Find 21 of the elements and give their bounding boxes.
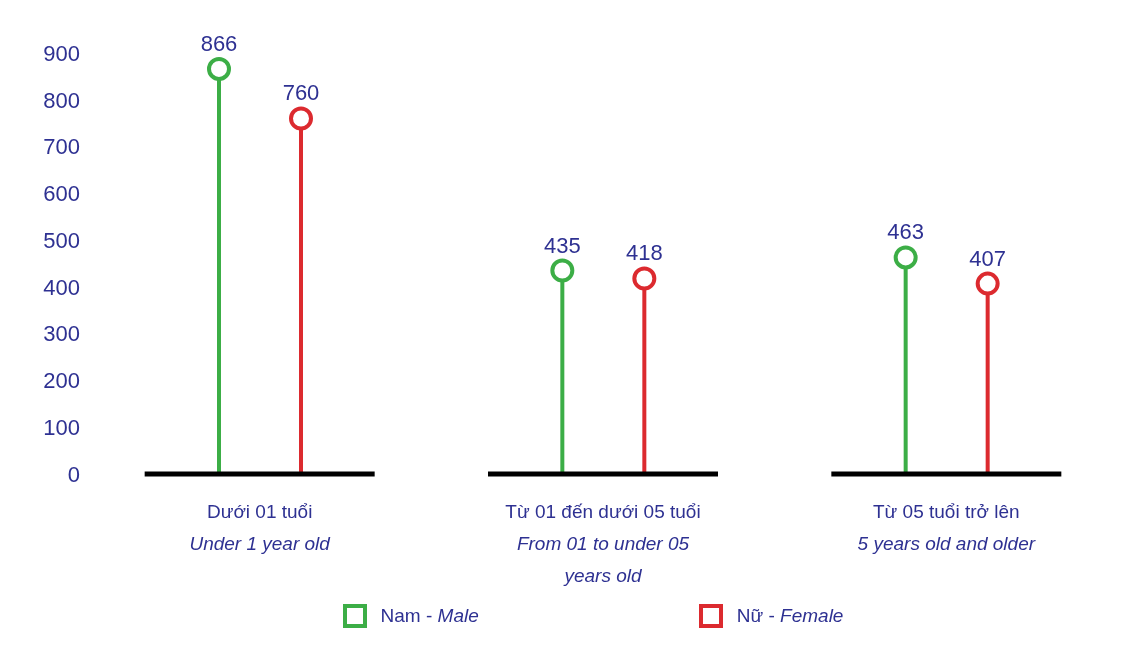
data-label: 760	[282, 80, 320, 106]
y-tick-label: 600	[43, 181, 80, 207]
data-label: 435	[543, 232, 581, 258]
y-tick-label: 200	[43, 368, 80, 394]
data-label: 463	[887, 219, 925, 245]
y-tick-label: 900	[43, 40, 80, 66]
legend-label: Nữ - Female	[736, 605, 844, 627]
y-tick-label: 400	[43, 274, 80, 300]
y-tick-label: 100	[43, 415, 80, 441]
x-tick-label: Từ 01 đến dưới 05 tuổi From 01 to under 05 years old	[505, 501, 701, 586]
x-tick-label: Dưới 01 tuổi Under 1 year old	[189, 501, 332, 554]
x-tick-label: Từ 05 tuổi trở lên 5 years old and older	[857, 501, 1036, 554]
y-tick-label: 300	[43, 321, 80, 347]
data-label: 866	[200, 30, 238, 56]
data-label: 407	[969, 245, 1007, 271]
data-label: 418	[625, 240, 663, 266]
y-tick-label: 0	[67, 461, 80, 487]
legend-label: Nam - Male	[380, 605, 479, 627]
y-tick-label: 800	[43, 87, 80, 113]
y-tick-label: 500	[43, 227, 80, 253]
y-tick-label: 700	[43, 134, 80, 160]
